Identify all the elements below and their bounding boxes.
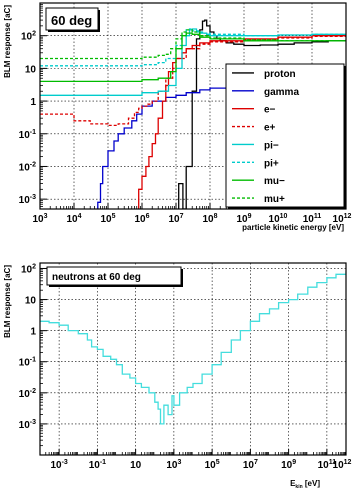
grid bbox=[40, 263, 347, 455]
legend: proton gamma e− e+ pi− pi+ mu− mu+ bbox=[225, 63, 346, 209]
title-box bbox=[46, 266, 182, 286]
plot-area bbox=[40, 263, 346, 455]
y-tick-label: 10-2 bbox=[19, 161, 36, 173]
y-tick-label: 10-1 bbox=[19, 357, 36, 369]
chart-title: 60 deg bbox=[51, 13, 92, 28]
x-tick-label: 108 bbox=[202, 213, 217, 225]
x-axis-label: particle kinetic energy [eV] bbox=[242, 223, 344, 232]
x-tick-label: 105 bbox=[100, 213, 115, 225]
x-tick-label: 10-1 bbox=[89, 459, 106, 471]
series-line-8 bbox=[40, 29, 346, 60]
legend-label-6: pi+ bbox=[264, 158, 279, 169]
y-axis-label: BLM response [aC] bbox=[3, 5, 12, 78]
y-tick-label: 10-2 bbox=[19, 388, 36, 400]
y-tick-label: 10 bbox=[25, 296, 37, 307]
series-group bbox=[40, 271, 346, 425]
x-tick-label: 1012 bbox=[333, 213, 352, 225]
y-tick-label: 1 bbox=[30, 327, 36, 338]
x-tick-label: 10 bbox=[130, 460, 142, 471]
x-tick-label: 10-3 bbox=[50, 459, 67, 471]
legend-label-4: e+ bbox=[264, 123, 276, 134]
x-tick-label: 1011 bbox=[318, 459, 337, 471]
x-axis-label: Ekin [eV] bbox=[290, 479, 320, 490]
y-tick-label: 1 bbox=[30, 97, 36, 108]
series-line-7 bbox=[40, 32, 346, 83]
y-tick-label: 102 bbox=[21, 31, 36, 43]
x-tick-label: 106 bbox=[134, 213, 149, 225]
series-line-6 bbox=[40, 28, 346, 67]
y-axis-label: BLM response [aC] bbox=[3, 265, 12, 338]
legend-label-2: gamma bbox=[264, 87, 299, 98]
y-tick-label: 10 bbox=[25, 64, 37, 75]
x-tick-label: 1011 bbox=[303, 213, 322, 225]
x-tick-label: 1010 bbox=[269, 213, 288, 225]
legend-label-1: proton bbox=[264, 69, 296, 80]
x-tick-label: 103 bbox=[32, 213, 47, 225]
x-tick-label: 1012 bbox=[333, 459, 352, 471]
x-tick-label: 107 bbox=[243, 459, 258, 471]
legend-box bbox=[225, 63, 345, 208]
x-tick-label: 105 bbox=[205, 459, 220, 471]
plot-frame bbox=[39, 262, 347, 456]
legend-label-8: mu+ bbox=[264, 194, 285, 205]
y-tick-label: 10-1 bbox=[19, 129, 36, 141]
y-tick-label: 102 bbox=[21, 263, 36, 275]
chart-1: 103 104 105 106 107 108 109 1010 1011 1012 10-3 10-… bbox=[3, 2, 352, 232]
series-group bbox=[40, 19, 346, 209]
x-tick-label: 109 bbox=[236, 213, 251, 225]
series-line-1 bbox=[40, 271, 346, 425]
legend-label-7: mu− bbox=[264, 176, 285, 187]
y-tick-label: 10-3 bbox=[19, 194, 36, 206]
x-tick-label: 103 bbox=[166, 459, 181, 471]
x-tick-label: 104 bbox=[66, 213, 81, 225]
title-box bbox=[45, 7, 99, 31]
legend-label-5: pi− bbox=[264, 140, 279, 151]
y-tick-label: 10-3 bbox=[19, 419, 36, 431]
x-tick-label: 107 bbox=[168, 213, 183, 225]
legend-label-3: e− bbox=[264, 105, 276, 116]
chart-title: neutrons at 60 deg bbox=[52, 272, 141, 283]
x-tick-label: 109 bbox=[281, 459, 296, 471]
